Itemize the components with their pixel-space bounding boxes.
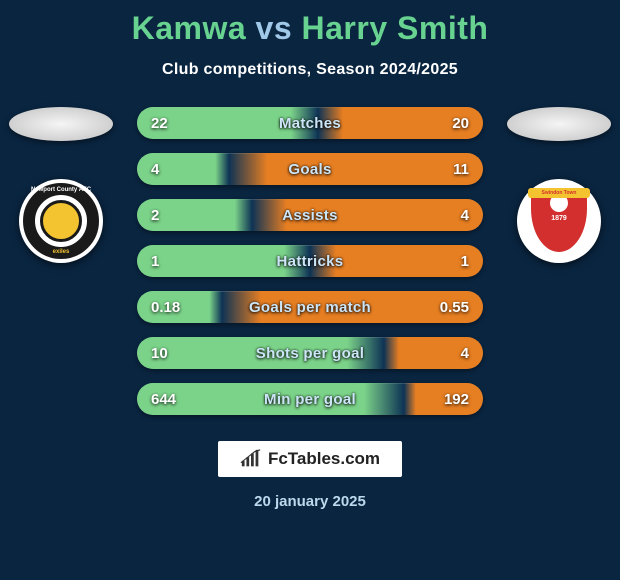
date-text: 20 january 2025 <box>254 493 366 510</box>
brand-chart-icon <box>240 449 262 469</box>
stat-value-left: 10 <box>151 345 168 362</box>
title-player1: Kamwa <box>132 10 247 46</box>
stat-label: Matches <box>279 115 341 132</box>
page-title: Kamwa vs Harry Smith <box>132 10 489 47</box>
stat-value-left: 2 <box>151 207 159 224</box>
title-vs: vs <box>256 10 293 46</box>
club-left-motto: exiles <box>19 249 103 255</box>
stat-value-left: 644 <box>151 391 176 408</box>
stat-row: 10 Shots per goal 4 <box>137 337 483 369</box>
stat-fill-right <box>229 153 483 185</box>
stat-row: 644 Min per goal 192 <box>137 383 483 415</box>
stat-row: 2 Assists 4 <box>137 199 483 231</box>
stat-row: 0.18 Goals per match 0.55 <box>137 291 483 323</box>
player2-column: Swindon Town 1879 <box>504 107 614 263</box>
club-right-name: Swindon Town <box>528 188 590 198</box>
club-badge-left: Newport County AFC exiles <box>19 179 103 263</box>
stat-value-left: 4 <box>151 161 159 178</box>
stat-value-left: 0.18 <box>151 299 180 316</box>
stat-label: Goals <box>288 161 331 178</box>
player1-photo <box>9 107 113 141</box>
player1-column: Newport County AFC exiles <box>6 107 116 263</box>
stat-row: 22 Matches 20 <box>137 107 483 139</box>
stat-value-right: 11 <box>453 161 469 178</box>
title-player2: Harry Smith <box>302 10 489 46</box>
brand-text: FcTables.com <box>268 449 380 469</box>
stat-label: Shots per goal <box>256 345 364 362</box>
subtitle: Club competitions, Season 2024/2025 <box>162 61 458 79</box>
club-left-name: Newport County AFC <box>19 187 103 193</box>
stat-value-right: 20 <box>452 115 469 132</box>
stat-value-left: 22 <box>151 115 168 132</box>
club-badge-right: Swindon Town 1879 <box>517 179 601 263</box>
stat-label: Min per goal <box>264 391 356 408</box>
stat-rows: 22Matches204Goals112Assists41Hattricks10… <box>137 107 483 415</box>
stat-row: 4 Goals 11 <box>137 153 483 185</box>
stat-label: Hattricks <box>277 253 344 270</box>
comparison-card: Kamwa vs Harry Smith Club competitions, … <box>0 0 620 580</box>
stat-value-right: 1 <box>461 253 469 270</box>
stat-value-right: 4 <box>461 345 469 362</box>
stat-value-right: 4 <box>461 207 469 224</box>
stat-value-right: 0.55 <box>440 299 469 316</box>
stats-area: Newport County AFC exiles Swindon Town 1… <box>0 107 620 415</box>
player2-photo <box>507 107 611 141</box>
stat-row: 1 Hattricks 1 <box>137 245 483 277</box>
stat-value-right: 192 <box>444 391 469 408</box>
stat-label: Assists <box>282 207 337 224</box>
stat-label: Goals per match <box>249 299 371 316</box>
brand-badge: FcTables.com <box>218 441 402 477</box>
stat-value-left: 1 <box>151 253 159 270</box>
club-right-year: 1879 <box>551 215 567 222</box>
